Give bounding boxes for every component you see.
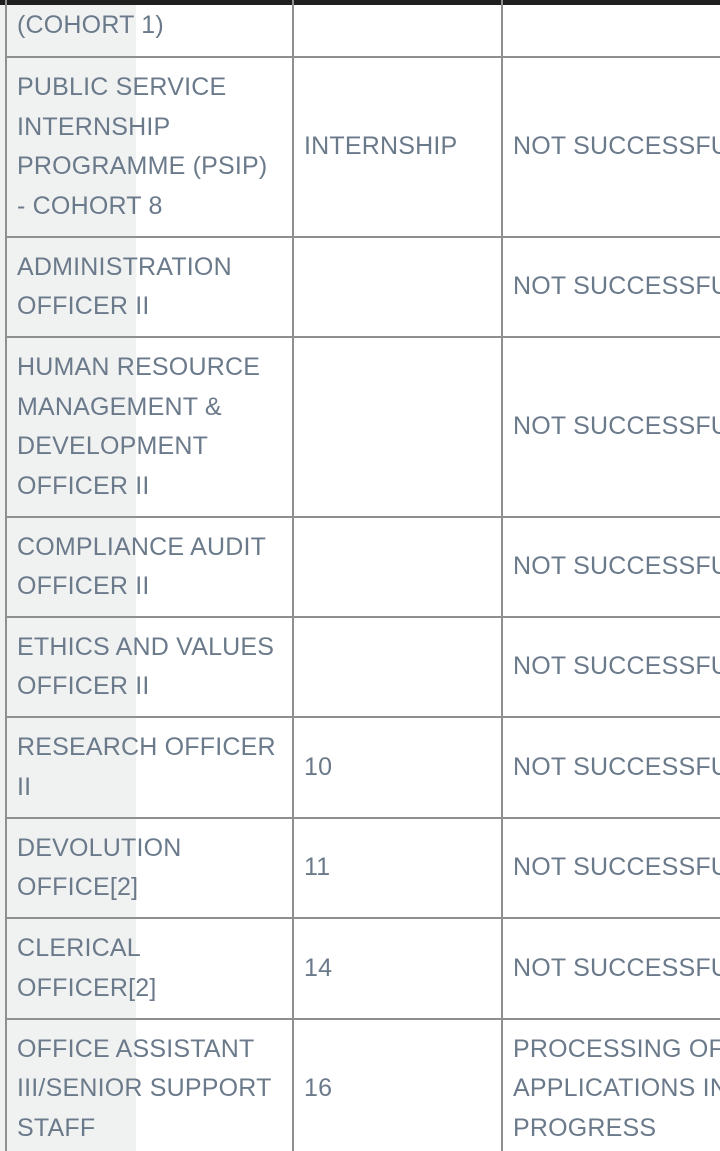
table-row: PUBLIC SERVICE INTERNSHIP PROGRAMME (PSI… (5, 56, 720, 238)
reference-cell (292, 616, 503, 718)
reference-cell: 11 (292, 817, 503, 919)
reference-cell (292, 0, 503, 58)
position-cell: PUBLIC SERVICE INTERNSHIP PROGRAMME (PSI… (5, 56, 294, 238)
table-row: ETHICS AND VALUES OFFICER II NOT SUCCESS… (5, 616, 720, 718)
table-row: DEVOLUTION OFFICE[2] 11 NOT SUCCESSFU (5, 817, 720, 919)
position-cell: COMPLIANCE AUDIT OFFICER II (5, 516, 294, 618)
position-cell: (COHORT 1) (5, 0, 294, 58)
position-cell: OFFICE ASSISTANT III/SENIOR SUPPORT STAF… (5, 1018, 294, 1151)
applications-table: (COHORT 1) PUBLIC SERVICE INTERNSHIP PRO… (5, 0, 720, 1151)
table-row: HUMAN RESOURCE MANAGEMENT & DEVELOPMENT … (5, 336, 720, 518)
status-cell (501, 0, 720, 58)
position-cell: RESEARCH OFFICER II (5, 716, 294, 819)
table-row: OFFICE ASSISTANT III/SENIOR SUPPORT STAF… (5, 1018, 720, 1151)
position-cell: DEVOLUTION OFFICE[2] (5, 817, 294, 919)
status-cell: NOT SUCCESSFU (501, 716, 720, 819)
status-cell: NOT SUCCESSFU (501, 616, 720, 718)
position-cell: ADMINISTRATION OFFICER II (5, 236, 294, 338)
table-row: RESEARCH OFFICER II 10 NOT SUCCESSFU (5, 716, 720, 819)
position-cell: HUMAN RESOURCE MANAGEMENT & DEVELOPMENT … (5, 336, 294, 518)
status-cell: NOT SUCCESSFU (501, 336, 720, 518)
reference-cell: 14 (292, 917, 503, 1020)
status-cell: NOT SUCCESSFU (501, 516, 720, 618)
reference-cell: INTERNSHIP (292, 56, 503, 238)
table-row: CLERICAL OFFICER[2] 14 NOT SUCCESSFU (5, 917, 720, 1020)
reference-cell (292, 236, 503, 338)
table-row: ADMINISTRATION OFFICER II NOT SUCCESSFU (5, 236, 720, 338)
status-cell: NOT SUCCESSFU (501, 236, 720, 338)
reference-cell: 10 (292, 716, 503, 819)
reference-cell (292, 516, 503, 618)
table-row: COMPLIANCE AUDIT OFFICER II NOT SUCCESSF… (5, 516, 720, 618)
reference-cell (292, 336, 503, 518)
status-cell: NOT SUCCESSFU (501, 817, 720, 919)
table-row: (COHORT 1) (5, 0, 720, 58)
status-cell: PROCESSING OF APPLICATIONS IN PROGRESS (501, 1018, 720, 1151)
status-cell: NOT SUCCESSFU (501, 56, 720, 238)
position-cell: CLERICAL OFFICER[2] (5, 917, 294, 1020)
reference-cell: 16 (292, 1018, 503, 1151)
status-cell: NOT SUCCESSFU (501, 917, 720, 1020)
position-cell: ETHICS AND VALUES OFFICER II (5, 616, 294, 718)
